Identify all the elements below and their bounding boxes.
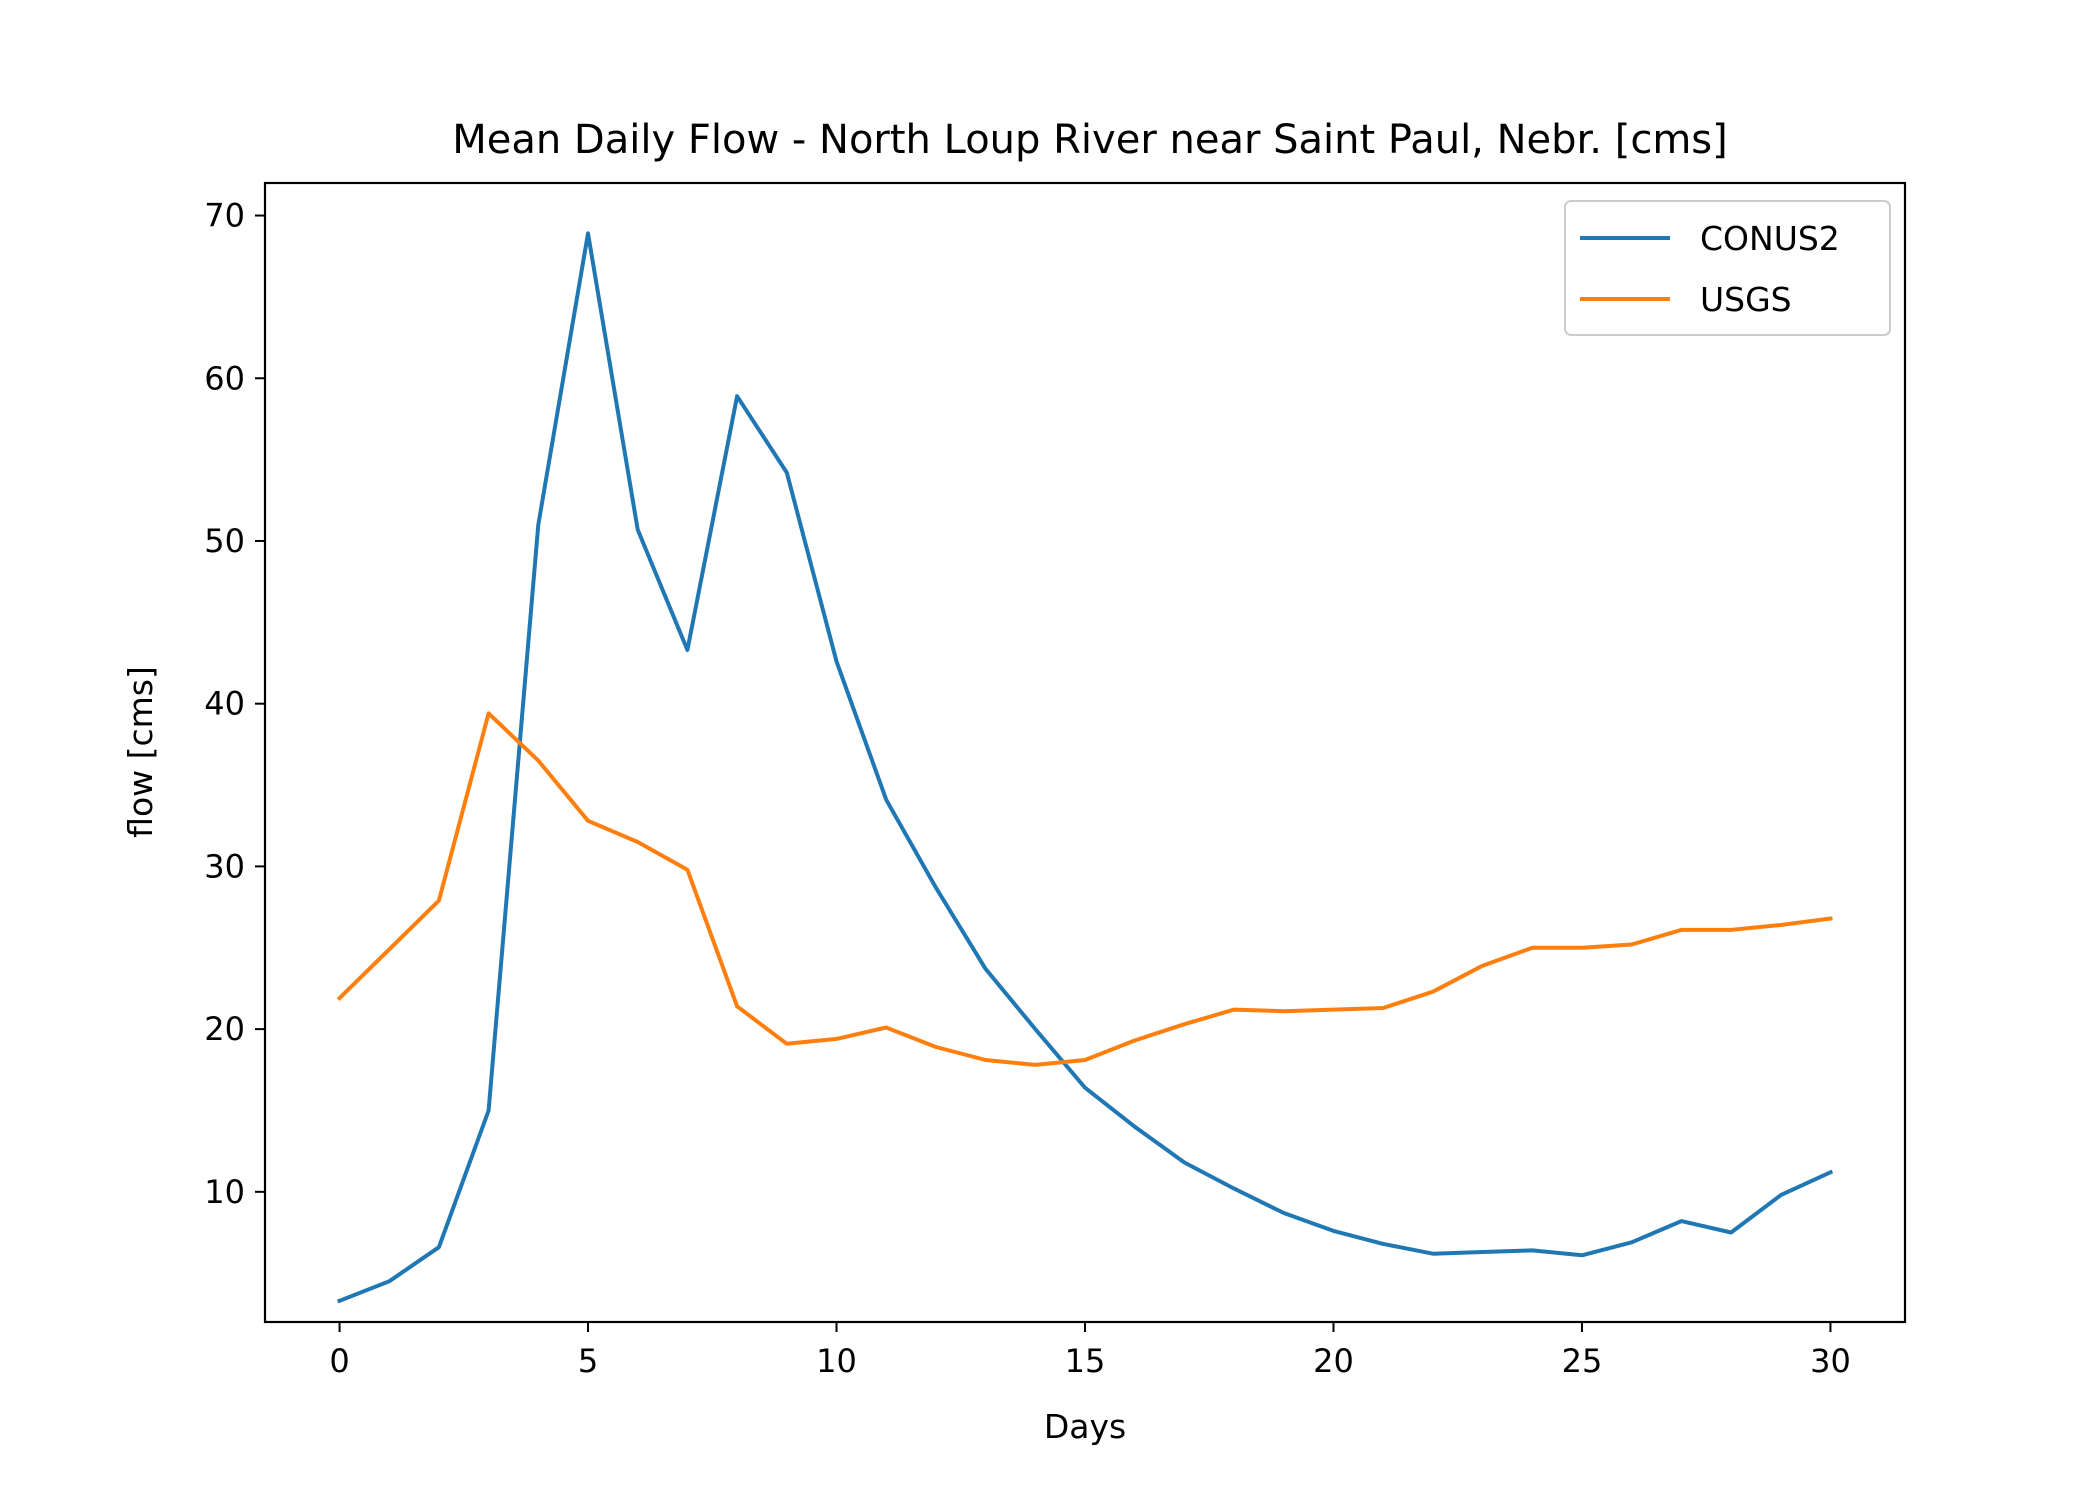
series-line-usgs (336, 711, 1833, 1067)
series-line-conus2 (336, 231, 1834, 1304)
legend-box (1564, 200, 1891, 336)
legend: CONUS2 USGS (1564, 200, 1891, 336)
y-axis-label: flow [cms] (121, 666, 160, 838)
x-tick-label: 0 (329, 1342, 349, 1380)
y-tick-label: 70 (204, 197, 245, 235)
y-tick-label: 20 (204, 1010, 245, 1048)
x-tick-label: 25 (1562, 1342, 1603, 1380)
y-tick-label: 10 (204, 1173, 245, 1211)
chart-title: Mean Daily Flow - North Loup River near … (452, 117, 1728, 163)
x-axis-ticks: 0 5 10 15 20 25 30 (329, 1322, 1851, 1380)
x-tick-label: 5 (578, 1342, 598, 1380)
y-tick-label: 50 (204, 522, 245, 560)
y-tick-label: 30 (204, 847, 245, 885)
y-tick-label: 40 (204, 685, 245, 723)
x-tick-label: 20 (1313, 1342, 1354, 1380)
legend-label-usgs: USGS (1700, 280, 1792, 319)
legend-label-conus2: CONUS2 (1700, 219, 1840, 258)
x-axis-label: Days (1044, 1407, 1126, 1446)
x-tick-label: 30 (1810, 1342, 1851, 1380)
plot-area (336, 231, 1834, 1304)
y-tick-label: 60 (204, 359, 245, 397)
x-tick-label: 15 (1065, 1342, 1106, 1380)
x-tick-label: 10 (816, 1342, 857, 1380)
y-axis-ticks: 10 20 30 40 50 60 70 (204, 197, 265, 1211)
